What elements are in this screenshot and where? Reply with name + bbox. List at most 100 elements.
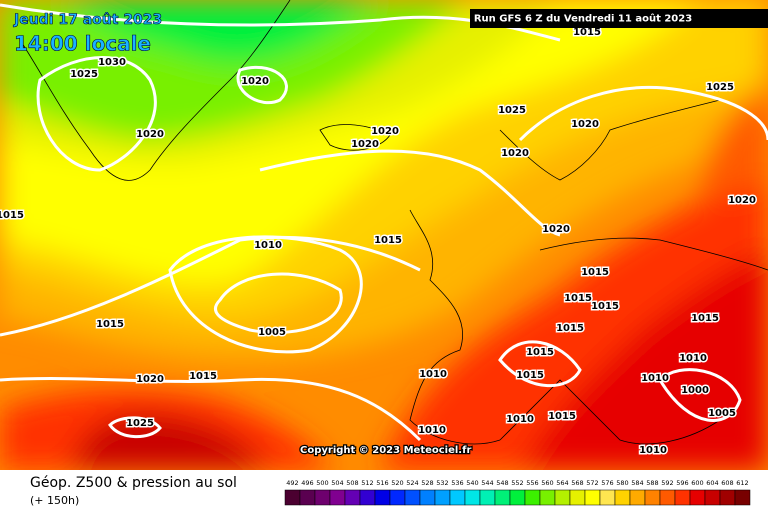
legend-label: 532	[436, 479, 448, 487]
legend-label: 604	[706, 479, 718, 487]
run-banner	[470, 9, 768, 28]
legend-label: 584	[631, 479, 643, 487]
legend-label: 588	[646, 479, 658, 487]
footer-title: Géop. Z500 & pression au sol	[30, 475, 237, 491]
legend-swatch	[569, 489, 586, 506]
isobar-label: 1025	[70, 69, 98, 80]
isobar-label: 1010	[254, 240, 282, 251]
footer-lead: (+ 150h)	[30, 494, 79, 507]
isobar-label: 1020	[542, 224, 570, 235]
legend-swatch	[284, 489, 301, 506]
isobar-label: 1015	[96, 319, 124, 330]
legend-swatch	[704, 489, 721, 506]
legend-swatch	[494, 489, 511, 506]
isobar-label: 1015	[564, 293, 592, 304]
legend-swatch	[389, 489, 406, 506]
legend-label: 548	[496, 479, 508, 487]
legend-swatch	[599, 489, 616, 506]
isobar-label: 1015	[556, 323, 584, 334]
isobars	[0, 3, 768, 442]
legend-label: 524	[406, 479, 418, 487]
legend-swatch	[719, 489, 736, 506]
isobar-label: 1030	[98, 57, 126, 68]
isobar-label: 1020	[136, 374, 164, 385]
isobar-label: 1020	[241, 76, 269, 87]
legend-label: 492	[286, 479, 298, 487]
isobar-label: 1015	[573, 27, 601, 38]
isobar-label: 1010	[679, 353, 707, 364]
legend-label: 612	[736, 479, 748, 487]
forecast-time: 14:00 locale	[14, 32, 151, 56]
legend-swatch	[374, 489, 391, 506]
isobar-label: 1010	[419, 369, 447, 380]
legend-swatch	[674, 489, 691, 506]
legend-swatch	[419, 489, 436, 506]
legend-label: 560	[541, 479, 553, 487]
legend-swatch	[509, 489, 526, 506]
isobar-label: 1025	[498, 105, 526, 116]
geopotential-field	[0, 0, 768, 470]
copyright: Copyright © 2023 Meteociel.fr	[300, 445, 471, 456]
isobar-label: 1015	[581, 267, 609, 278]
legend-swatch	[554, 489, 571, 506]
isobar-label: 1015	[591, 301, 619, 312]
isobar-label: 1025	[706, 82, 734, 93]
legend-swatch	[689, 489, 706, 506]
isobar-label: 1015	[189, 371, 217, 382]
isobar-label: 1015	[548, 411, 576, 422]
legend-swatch	[584, 489, 601, 506]
isobar-label: 1020	[571, 119, 599, 130]
legend-label: 556	[526, 479, 538, 487]
isobar-label: 1020	[371, 126, 399, 137]
color-legend: 492 496 500 504 508 512 516 520 524 528 532 536 540 5…	[284, 479, 751, 506]
legend-swatch	[449, 489, 466, 506]
legend-label: 540	[466, 479, 478, 487]
legend-swatch	[659, 489, 676, 506]
isobar-label: 1010	[639, 445, 667, 456]
isobar-label: 1010	[641, 373, 669, 384]
legend-label: 516	[376, 479, 388, 487]
run-info: Run GFS 6 Z du Vendredi 11 août 2023	[474, 13, 692, 25]
legend-swatch	[314, 489, 331, 506]
legend-label: 596	[676, 479, 688, 487]
isobar-label: 1005	[708, 408, 736, 419]
isobar-label: 1015	[691, 313, 719, 324]
legend-swatch	[434, 489, 451, 506]
legend-swatch	[629, 489, 646, 506]
isobar-label: 1020	[501, 148, 529, 159]
legend-label: 536	[451, 479, 463, 487]
legend-swatch	[344, 489, 361, 506]
legend-label: 568	[571, 479, 583, 487]
isobar-label: 1015	[0, 210, 24, 221]
isobar-label: 1025	[126, 418, 154, 429]
legend-label: 564	[556, 479, 568, 487]
legend-swatch	[329, 489, 346, 506]
legend-label: 500	[316, 479, 328, 487]
legend-swatch	[614, 489, 631, 506]
isobar-label: 1015	[374, 235, 402, 246]
isobar-label: 1015	[526, 347, 554, 358]
legend-label: 600	[691, 479, 703, 487]
isobar-label: 1015	[516, 370, 544, 381]
legend-label: 592	[661, 479, 673, 487]
legend-label: 576	[601, 479, 613, 487]
legend-label: 608	[721, 479, 733, 487]
legend-label: 552	[511, 479, 523, 487]
legend-label: 496	[301, 479, 313, 487]
legend-swatch	[464, 489, 481, 506]
forecast-date: Jeudi 17 août 2023	[13, 12, 162, 28]
legend-swatch	[404, 489, 421, 506]
legend-label: 512	[361, 479, 373, 487]
legend-swatch	[524, 489, 541, 506]
legend-swatch	[539, 489, 556, 506]
isobar-label: 1010	[418, 425, 446, 436]
legend-label: 528	[421, 479, 433, 487]
legend-label: 572	[586, 479, 598, 487]
legend-swatch	[299, 489, 316, 506]
coastlines	[19, 0, 768, 445]
legend-swatch	[359, 489, 376, 506]
legend-swatch	[644, 489, 661, 506]
legend-label: 520	[391, 479, 403, 487]
legend-label: 504	[331, 479, 343, 487]
